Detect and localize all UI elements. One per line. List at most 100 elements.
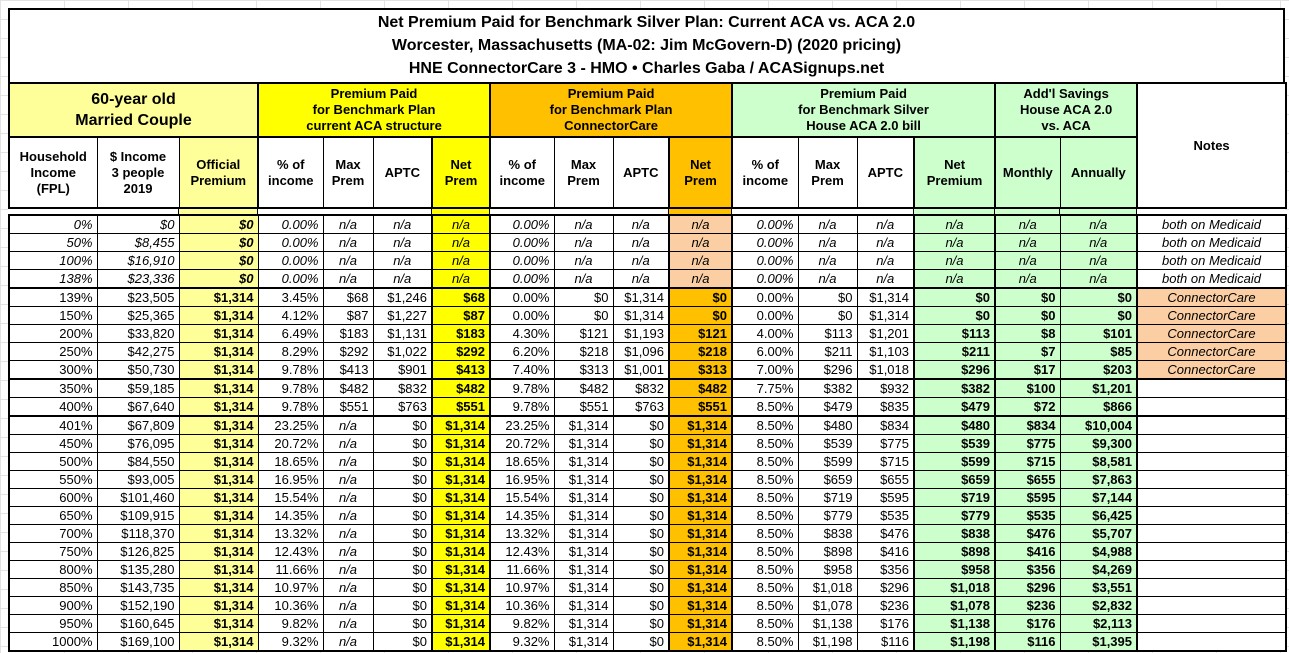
cell-cc-net-prem: $1,314 bbox=[668, 578, 733, 597]
cell-aca-pct-income: 0.00% bbox=[257, 214, 324, 234]
cell-income: $23,336 bbox=[96, 269, 180, 289]
cell-cc-max-prem: n/a bbox=[553, 233, 614, 252]
col-header-cc-max-prem: Max Prem bbox=[553, 136, 614, 209]
table-row: 1000% $169,100 $1,314 9.32% n/a $0 $1,314 9.32%… bbox=[8, 632, 1287, 652]
cell-savings-annually: $10,004 bbox=[1059, 415, 1138, 435]
cell-house-net-premium: n/a bbox=[913, 233, 996, 252]
cell-cc-pct-income: 15.54% bbox=[489, 488, 555, 507]
cell-aca-max-prem: n/a bbox=[322, 233, 374, 252]
table-row: 850% $143,735 $1,314 10.97% n/a $0 $1,314 10.97… bbox=[8, 578, 1287, 597]
cell-cc-max-prem: $1,314 bbox=[553, 434, 614, 453]
cell-house-net-premium: $838 bbox=[913, 524, 996, 543]
cell-savings-annually: $1,395 bbox=[1059, 632, 1138, 652]
cell-cc-max-prem: n/a bbox=[553, 269, 614, 289]
cell-note: ConnectorCare bbox=[1136, 342, 1287, 361]
cell-savings-monthly: $296 bbox=[994, 578, 1061, 597]
cell-aca-pct-income: 13.32% bbox=[257, 524, 324, 543]
cell-cc-pct-income: 9.32% bbox=[489, 632, 555, 652]
cell-aca-pct-income: 0.00% bbox=[257, 233, 324, 252]
cell-cc-max-prem: $121 bbox=[553, 324, 614, 343]
cell-cc-pct-income: 11.66% bbox=[489, 560, 555, 579]
cell-note: both on Medicaid bbox=[1136, 233, 1287, 252]
cell-cc-pct-income: 6.20% bbox=[489, 342, 555, 361]
cell-savings-monthly: $17 bbox=[994, 360, 1061, 380]
title-line-3: HNE ConnectorCare 3 - HMO • Charles Gaba… bbox=[408, 60, 885, 77]
cell-note bbox=[1136, 506, 1287, 525]
cell-cc-aptc: $0 bbox=[612, 524, 670, 543]
cell-note bbox=[1136, 397, 1287, 417]
cell-savings-monthly: $834 bbox=[994, 415, 1061, 435]
cell-aca-net-prem: n/a bbox=[431, 269, 491, 289]
cell-note bbox=[1136, 470, 1287, 489]
cell-note bbox=[1136, 415, 1287, 435]
cell-fpl: 650% bbox=[8, 506, 98, 525]
cell-aca-net-prem: $87 bbox=[431, 306, 491, 325]
cell-aca-net-prem: $1,314 bbox=[431, 488, 491, 507]
cell-cc-net-prem: n/a bbox=[668, 251, 733, 270]
group-header-connectorcare: Premium Paid for Benchmark Plan Connecto… bbox=[489, 82, 733, 138]
cell-house-pct-income: 4.00% bbox=[731, 324, 799, 343]
cell-aca-aptc: $0 bbox=[372, 506, 433, 525]
cell-savings-annually: $866 bbox=[1059, 397, 1138, 417]
table-row: 450% $76,095 $1,314 20.72% n/a $0 $1,314 20.72%… bbox=[8, 434, 1287, 453]
cell-savings-annually: $8,581 bbox=[1059, 452, 1138, 471]
col-header-aca-pct-income: % of income bbox=[257, 136, 324, 209]
cell-official-premium: $1,314 bbox=[178, 488, 259, 507]
cell-fpl: 550% bbox=[8, 470, 98, 489]
cell-house-max-prem: $539 bbox=[797, 434, 858, 453]
cell-aca-aptc: $0 bbox=[372, 578, 433, 597]
cell-income: $23,505 bbox=[96, 287, 180, 307]
cell-savings-annually: n/a bbox=[1059, 269, 1138, 289]
cell-official-premium: $1,314 bbox=[178, 342, 259, 361]
cell-income: $169,100 bbox=[96, 632, 180, 652]
cell-fpl: 0% bbox=[8, 214, 98, 234]
col-header-cc-pct-income: % of income bbox=[489, 136, 555, 209]
table-row: 250% $42,275 $1,314 8.29% $292 $1,022 $292 6.20… bbox=[8, 342, 1287, 361]
cell-cc-max-prem: $1,314 bbox=[553, 596, 614, 615]
cell-official-premium: $0 bbox=[178, 251, 259, 270]
cell-aca-aptc: n/a bbox=[372, 251, 433, 270]
cell-fpl: 800% bbox=[8, 560, 98, 579]
cell-cc-max-prem: $0 bbox=[553, 287, 614, 307]
cell-aca-max-prem: n/a bbox=[322, 251, 374, 270]
cell-savings-annually: n/a bbox=[1059, 233, 1138, 252]
data-table: 0% $0 $0 0.00% n/a n/a n/a 0.00% n/a n/a n/a 0.00% n… bbox=[8, 214, 1287, 652]
col-header-savings-annually: Annually bbox=[1059, 136, 1138, 209]
cell-aca-net-prem: $1,314 bbox=[431, 596, 491, 615]
cell-savings-annually: $2,113 bbox=[1059, 614, 1138, 633]
cell-house-pct-income: 6.00% bbox=[731, 342, 799, 361]
cell-fpl: 450% bbox=[8, 434, 98, 453]
col-header-cc-aptc: APTC bbox=[612, 136, 670, 209]
cell-house-aptc: $1,103 bbox=[856, 342, 915, 361]
cell-cc-max-prem: $1,314 bbox=[553, 524, 614, 543]
cell-savings-monthly: $416 bbox=[994, 542, 1061, 561]
cell-savings-annually: $85 bbox=[1059, 342, 1138, 361]
cell-aca-pct-income: 0.00% bbox=[257, 269, 324, 289]
cell-house-net-premium: $479 bbox=[913, 397, 996, 417]
cell-house-net-premium: $382 bbox=[913, 378, 996, 398]
cell-note bbox=[1136, 488, 1287, 507]
cell-cc-net-prem: $1,314 bbox=[668, 614, 733, 633]
cell-cc-net-prem: $1,314 bbox=[668, 452, 733, 471]
cell-cc-max-prem: $1,314 bbox=[553, 614, 614, 633]
cell-aca-aptc: n/a bbox=[372, 233, 433, 252]
cell-savings-annually: $3,551 bbox=[1059, 578, 1138, 597]
cell-house-max-prem: $898 bbox=[797, 542, 858, 561]
group-header-household: 60-year old Married Couple bbox=[8, 82, 259, 138]
table-row: 750% $126,825 $1,314 12.43% n/a $0 $1,314 12.43… bbox=[8, 542, 1287, 561]
cell-fpl: 300% bbox=[8, 360, 98, 380]
cell-aca-max-prem: n/a bbox=[322, 214, 374, 234]
cell-fpl: 200% bbox=[8, 324, 98, 343]
cell-aca-net-prem: $482 bbox=[431, 378, 491, 398]
cell-cc-aptc: $0 bbox=[612, 488, 670, 507]
cell-house-max-prem: n/a bbox=[797, 233, 858, 252]
cell-savings-annually: n/a bbox=[1059, 251, 1138, 270]
cell-official-premium: $1,314 bbox=[178, 397, 259, 417]
cell-cc-net-prem: $482 bbox=[668, 378, 733, 398]
cell-note: ConnectorCare bbox=[1136, 306, 1287, 325]
cell-cc-aptc: $0 bbox=[612, 578, 670, 597]
cell-house-pct-income: 7.75% bbox=[731, 378, 799, 398]
cell-aca-aptc: $763 bbox=[372, 397, 433, 417]
cell-fpl: 950% bbox=[8, 614, 98, 633]
